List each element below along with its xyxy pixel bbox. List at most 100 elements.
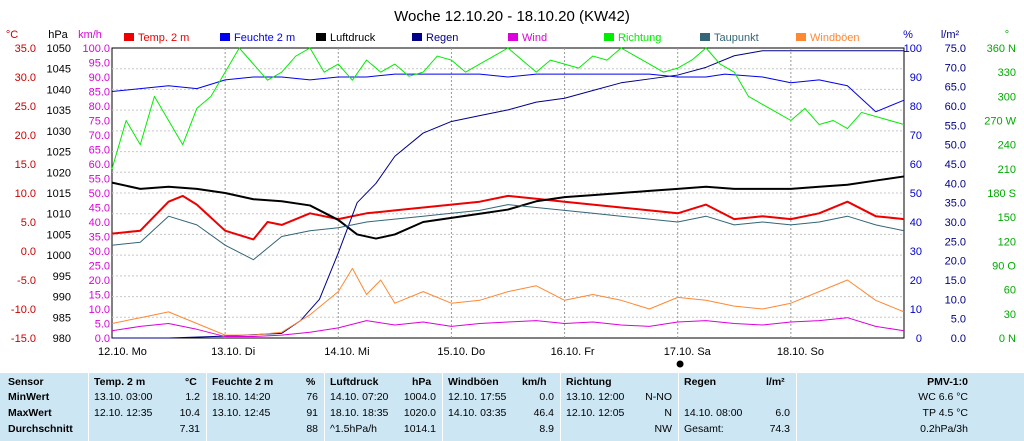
y-tick-wind: 90.0 [89,72,110,84]
stats-hum-max-time: 13.10. 12:45 [212,407,271,419]
stats-dir-avg: NW [654,423,673,435]
x-tick-label: 14.10. Mi [324,346,369,358]
stats-temp-avg: 7.31 [179,423,200,435]
y-tick-temp: 25.0 [15,101,36,113]
y-tick-direction: 150 [998,212,1016,224]
stats-press-max-time: 18.10. 18:35 [330,407,389,419]
y-tick-rain: 55.0 [945,120,966,132]
stats-rain-max-time: 14.10. 08:00 [684,407,743,419]
stats-pmv-wc: WC 6.6 °C [918,391,968,403]
y-tick-pressure: 980 [53,333,71,345]
y-tick-pressure: 1050 [47,43,71,55]
y-tick-direction: 270 W [984,116,1016,128]
stats-press-trend: ^1.5hPa/h [330,423,377,435]
stats-header-temp: Temp. 2 m [94,376,146,388]
stats-header-hum-unit: % [306,376,316,388]
stats-header-pmv: PMV-1:0 [927,376,968,388]
stats-press-avg: 1014.1 [403,423,436,435]
stats-temp-min: 1.2 [185,391,200,403]
y-tick-wind: 55.0 [89,174,110,186]
y-tick-direction: 0 N [999,333,1016,345]
y-tick-humidity: 20 [910,275,922,287]
x-tick-label: 12.10. Mo [98,346,147,358]
y-tick-humidity: 50 [910,188,922,200]
y-tick-humidity: 70 [910,130,922,142]
stats-gust-min: 0.0 [539,391,554,403]
y-tick-rain: 60.0 [945,101,966,113]
y-tick-direction: 180 S [987,188,1016,200]
y-tick-pressure: 990 [53,292,71,304]
stats-header-rain: Regen [684,376,717,388]
y-tick-direction: 330 [998,67,1016,79]
stats-gust-avg: 8.9 [539,423,554,435]
y-tick-wind: 35.0 [89,232,110,244]
y-tick-wind: 85.0 [89,87,110,99]
chart-title: Woche 12.10.20 - 18.10.20 (KW42) [394,8,630,25]
y-tick-pressure: 1035 [47,105,71,117]
y-tick-wind: 60.0 [89,159,110,171]
legend-swatch [604,33,614,41]
stats-press-min-time: 14.10. 07:20 [330,391,389,403]
x-tick-label: 15.10. Do [437,346,485,358]
series-line-taupunkt [111,204,905,261]
legend-swatch [412,33,422,41]
stats-pmv-rate: 0.2hPa/3h [920,423,968,435]
weather-chart: 12.10. Mo 13.10. Di 14.10. Mi 15.10. Do 16.1… [6,8,1017,368]
y-tick-pressure: 1045 [47,64,71,76]
x-tick-label: 13.10. Di [211,346,255,358]
stats-header-press-unit: hPa [412,376,432,388]
y-tick-wind: 50.0 [89,188,110,200]
y-tick-rain: 75.0 [945,43,966,55]
stats-dir-min-time: 13.10. 12:00 [566,391,625,403]
y-tick-pressure: 1025 [47,147,71,159]
series-line-regen [112,50,904,339]
axis-unit-temp: °C [6,29,18,41]
stats-label-min: MinWert [8,391,50,403]
legend-swatch [220,33,230,41]
y-tick-rain: 15.0 [945,275,966,287]
series-line-wind [111,317,905,338]
legend-label: Wind [522,32,547,44]
y-tick-wind: 75.0 [89,116,110,128]
y-tick-wind: 70.0 [89,130,110,142]
legend-label: Richtung [618,32,661,44]
stats-gust-min-time: 12.10. 17:55 [448,391,507,403]
y-tick-wind: 30.0 [89,246,110,258]
legend-swatch [316,33,326,41]
y-tick-rain: 25.0 [945,236,966,248]
stats-hum-min: 76 [306,391,318,403]
stats-hum-max: 91 [306,407,318,419]
y-tick-direction: 30 [1004,309,1016,321]
y-tick-direction: 360 N [987,43,1016,55]
y-tick-temp: 0.0 [21,246,36,258]
legend-swatch [508,33,518,41]
y-tick-rain: 20.0 [945,256,966,268]
x-tick-label: 16.10. Fr [551,346,595,358]
y-tick-pressure: 1015 [47,188,71,200]
y-tick-temp: -5.0 [17,275,36,287]
axis-unit-rain: l/m² [941,29,960,41]
y-tick-rain: 40.0 [945,178,966,190]
y-tick-humidity: 30 [910,246,922,258]
y-tick-wind: 5.0 [95,319,110,331]
y-tick-direction: 210 [998,164,1016,176]
legend-label: Temp. 2 m [138,32,189,44]
legend-label: Windböen [810,32,860,44]
stats-press-max: 1020.0 [403,407,436,419]
y-tick-humidity: 40 [910,217,922,229]
stats-header-temp-unit: °C [185,376,197,388]
y-tick-rain: 10.0 [945,294,966,306]
legend-swatch [796,33,806,41]
y-tick-wind: 100.0 [82,43,110,55]
y-tick-rain: 30.0 [945,217,966,229]
legend-label: Regen [426,32,458,44]
axis-unit-wind: km/h [78,29,102,41]
y-tick-temp: 15.0 [15,159,36,171]
y-tick-direction: 120 [998,236,1016,248]
y-tick-pressure: 1030 [47,126,71,138]
y-tick-wind: 10.0 [89,304,110,316]
y-tick-temp: 35.0 [15,43,36,55]
series-line-windb-en [111,267,905,336]
stats-header-dir: Richtung [566,376,612,388]
series-line-luftdruck [111,175,905,240]
